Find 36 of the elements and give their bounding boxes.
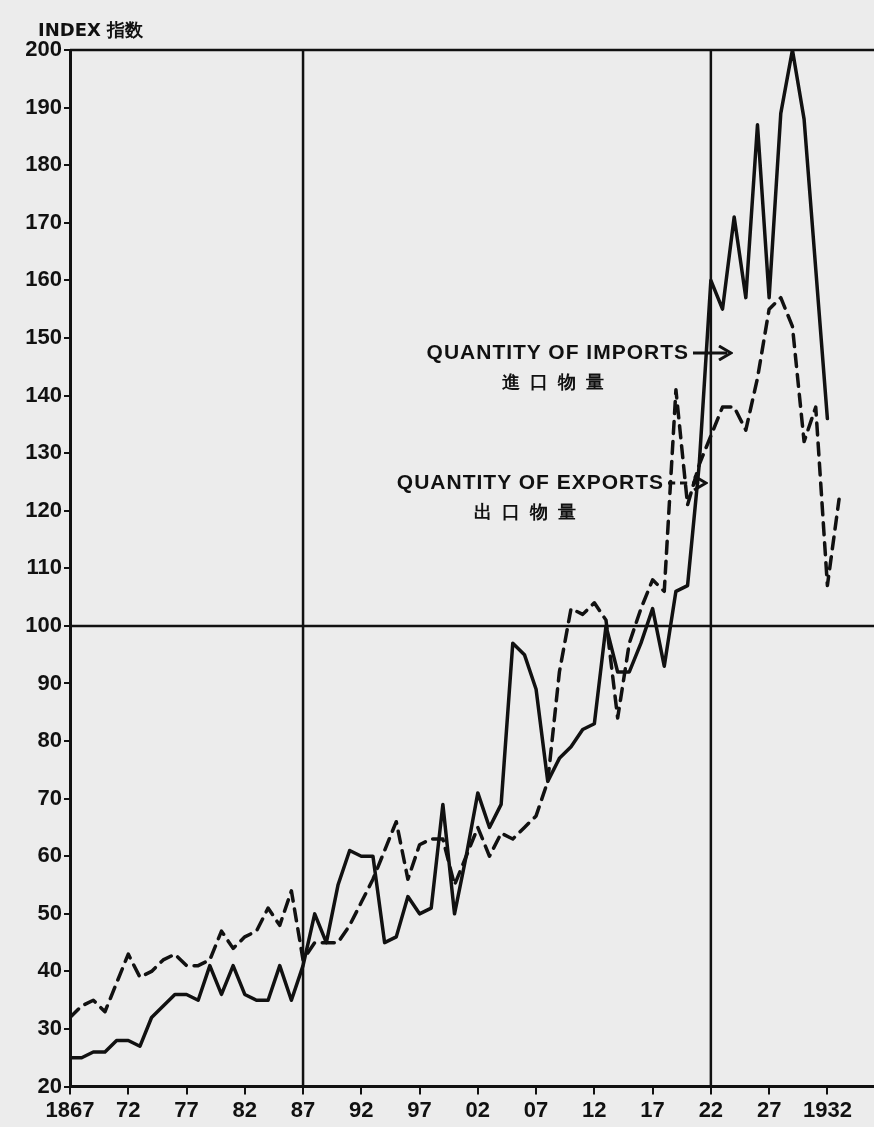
x-tick-label: 92 (349, 1096, 374, 1122)
x-tick-label: 07 (523, 1096, 549, 1122)
y-tick-label: 90 (37, 669, 62, 695)
y-tick-label: 130 (25, 439, 62, 465)
x-tick-label: 27 (756, 1096, 782, 1122)
y-tick-label: 170 (25, 208, 62, 234)
y-tick-label: 60 (37, 842, 62, 868)
x-tick-label: 02 (465, 1096, 491, 1122)
x-tick-label: 82 (232, 1096, 258, 1122)
y-tick-label: 120 (25, 496, 62, 522)
y-tick-label: 180 (25, 151, 62, 177)
x-tick-label: 72 (116, 1096, 141, 1122)
legend-label: QUANTITY OF IMPORTS (426, 340, 689, 363)
y-tick-label: 160 (25, 266, 62, 292)
x-tick-label: 22 (698, 1096, 724, 1122)
y-tick-label: 110 (26, 554, 62, 580)
y-tick-label: 100 (25, 611, 62, 637)
y-tick-label: 140 (25, 381, 62, 407)
annotation: 出口物量 (473, 500, 588, 524)
x-tick-label: 97 (407, 1096, 432, 1122)
y-tick-label: 40 (37, 957, 62, 983)
annotation: 進口物量 (500, 370, 615, 394)
x-tick-label: 17 (640, 1096, 665, 1122)
x-tick-label: 77 (174, 1096, 199, 1122)
x-tick-label: 87 (290, 1096, 316, 1122)
y-tick-label: 30 (37, 1015, 62, 1041)
y-tick-label: 50 (37, 899, 62, 925)
x-tick-label: 12 (582, 1096, 607, 1122)
y-tick-label: 20 (37, 1072, 62, 1098)
x-tick-label: 1867 (45, 1096, 95, 1122)
y-tick-label: 70 (37, 784, 62, 810)
y-tick-label: 190 (25, 93, 62, 119)
y-tick-label: 150 (25, 324, 62, 350)
y-tick-label: 80 (37, 727, 62, 753)
legend-label: QUANTITY OF EXPORTS (396, 470, 664, 493)
x-tick-label: 1932 (802, 1096, 852, 1122)
